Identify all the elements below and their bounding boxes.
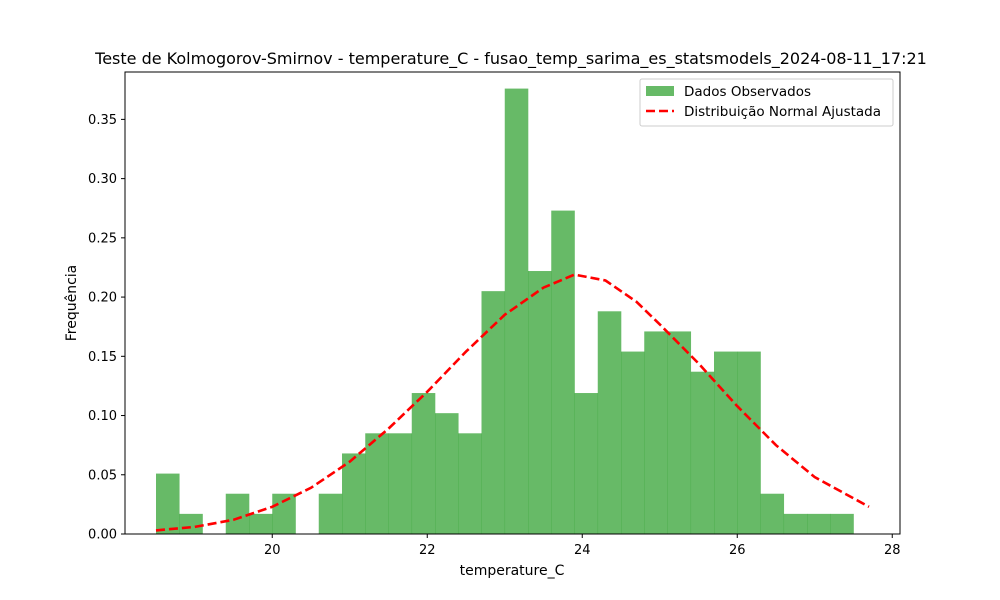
histogram-bar bbox=[411, 393, 436, 534]
y-tick-label: 0.30 bbox=[88, 172, 117, 187]
histogram-bar bbox=[528, 271, 552, 534]
histogram-bar bbox=[574, 393, 599, 534]
legend-line-label: Distribuição Normal Ajustada bbox=[684, 104, 881, 120]
y-tick-label: 0.20 bbox=[88, 291, 117, 306]
y-tick-label: 0.00 bbox=[88, 528, 117, 543]
histogram-bar bbox=[551, 210, 575, 534]
y-tick-label: 0.25 bbox=[88, 231, 117, 246]
y-axis-ticks: 0.00 0.05 0.10 0.15 0.20 0.25 0.30 0.35 bbox=[88, 113, 125, 543]
histogram-bar bbox=[458, 433, 482, 534]
histogram-bars bbox=[156, 88, 854, 534]
chart-title: Teste de Kolmogorov-Smirnov - temperatur… bbox=[94, 49, 927, 69]
histogram-bar bbox=[318, 493, 343, 534]
histogram-bar bbox=[179, 513, 203, 534]
histogram-bar bbox=[621, 351, 645, 534]
histogram-bar bbox=[737, 351, 761, 534]
legend-box bbox=[639, 78, 894, 127]
x-tick-label: 22 bbox=[419, 543, 436, 558]
histogram-bar bbox=[249, 513, 273, 534]
histogram-bar bbox=[783, 513, 808, 534]
histogram-bar bbox=[481, 291, 506, 534]
histogram-bar bbox=[504, 88, 529, 534]
legend: Dados Observados Distribuição Normal Aju… bbox=[639, 78, 894, 127]
y-tick-label: 0.10 bbox=[88, 409, 117, 424]
x-axis-label: temperature_C bbox=[460, 563, 565, 579]
x-tick-label: 24 bbox=[574, 543, 591, 558]
y-tick-label: 0.05 bbox=[88, 468, 117, 483]
histogram-bar bbox=[597, 311, 622, 534]
x-tick-label: 26 bbox=[729, 543, 746, 558]
histogram-bar bbox=[667, 331, 692, 534]
histogram-bar bbox=[644, 331, 668, 534]
histogram-bar bbox=[807, 513, 831, 534]
x-axis-ticks: 20 22 24 26 28 bbox=[264, 534, 901, 558]
plot-frame bbox=[124, 71, 901, 535]
legend-bar-swatch bbox=[646, 86, 674, 96]
x-tick-label: 28 bbox=[884, 543, 901, 558]
x-tick-label: 20 bbox=[264, 543, 281, 558]
histogram-bar bbox=[342, 453, 366, 534]
histogram-bar bbox=[714, 351, 738, 534]
legend-bar-label: Dados Observados bbox=[684, 84, 811, 100]
y-tick-label: 0.35 bbox=[88, 113, 117, 128]
y-tick-label: 0.15 bbox=[88, 350, 117, 365]
histogram-bar bbox=[156, 473, 180, 534]
y-axis-label: Frequência bbox=[64, 265, 80, 342]
histogram-bar bbox=[225, 493, 250, 534]
histogram-bar bbox=[690, 371, 715, 534]
normal-fit-line bbox=[155, 273, 870, 532]
histogram-bar bbox=[760, 493, 785, 534]
histogram-bar bbox=[830, 513, 854, 534]
histogram-bar bbox=[365, 433, 389, 534]
histogram-bar bbox=[435, 413, 459, 534]
histogram-bar bbox=[388, 433, 413, 534]
